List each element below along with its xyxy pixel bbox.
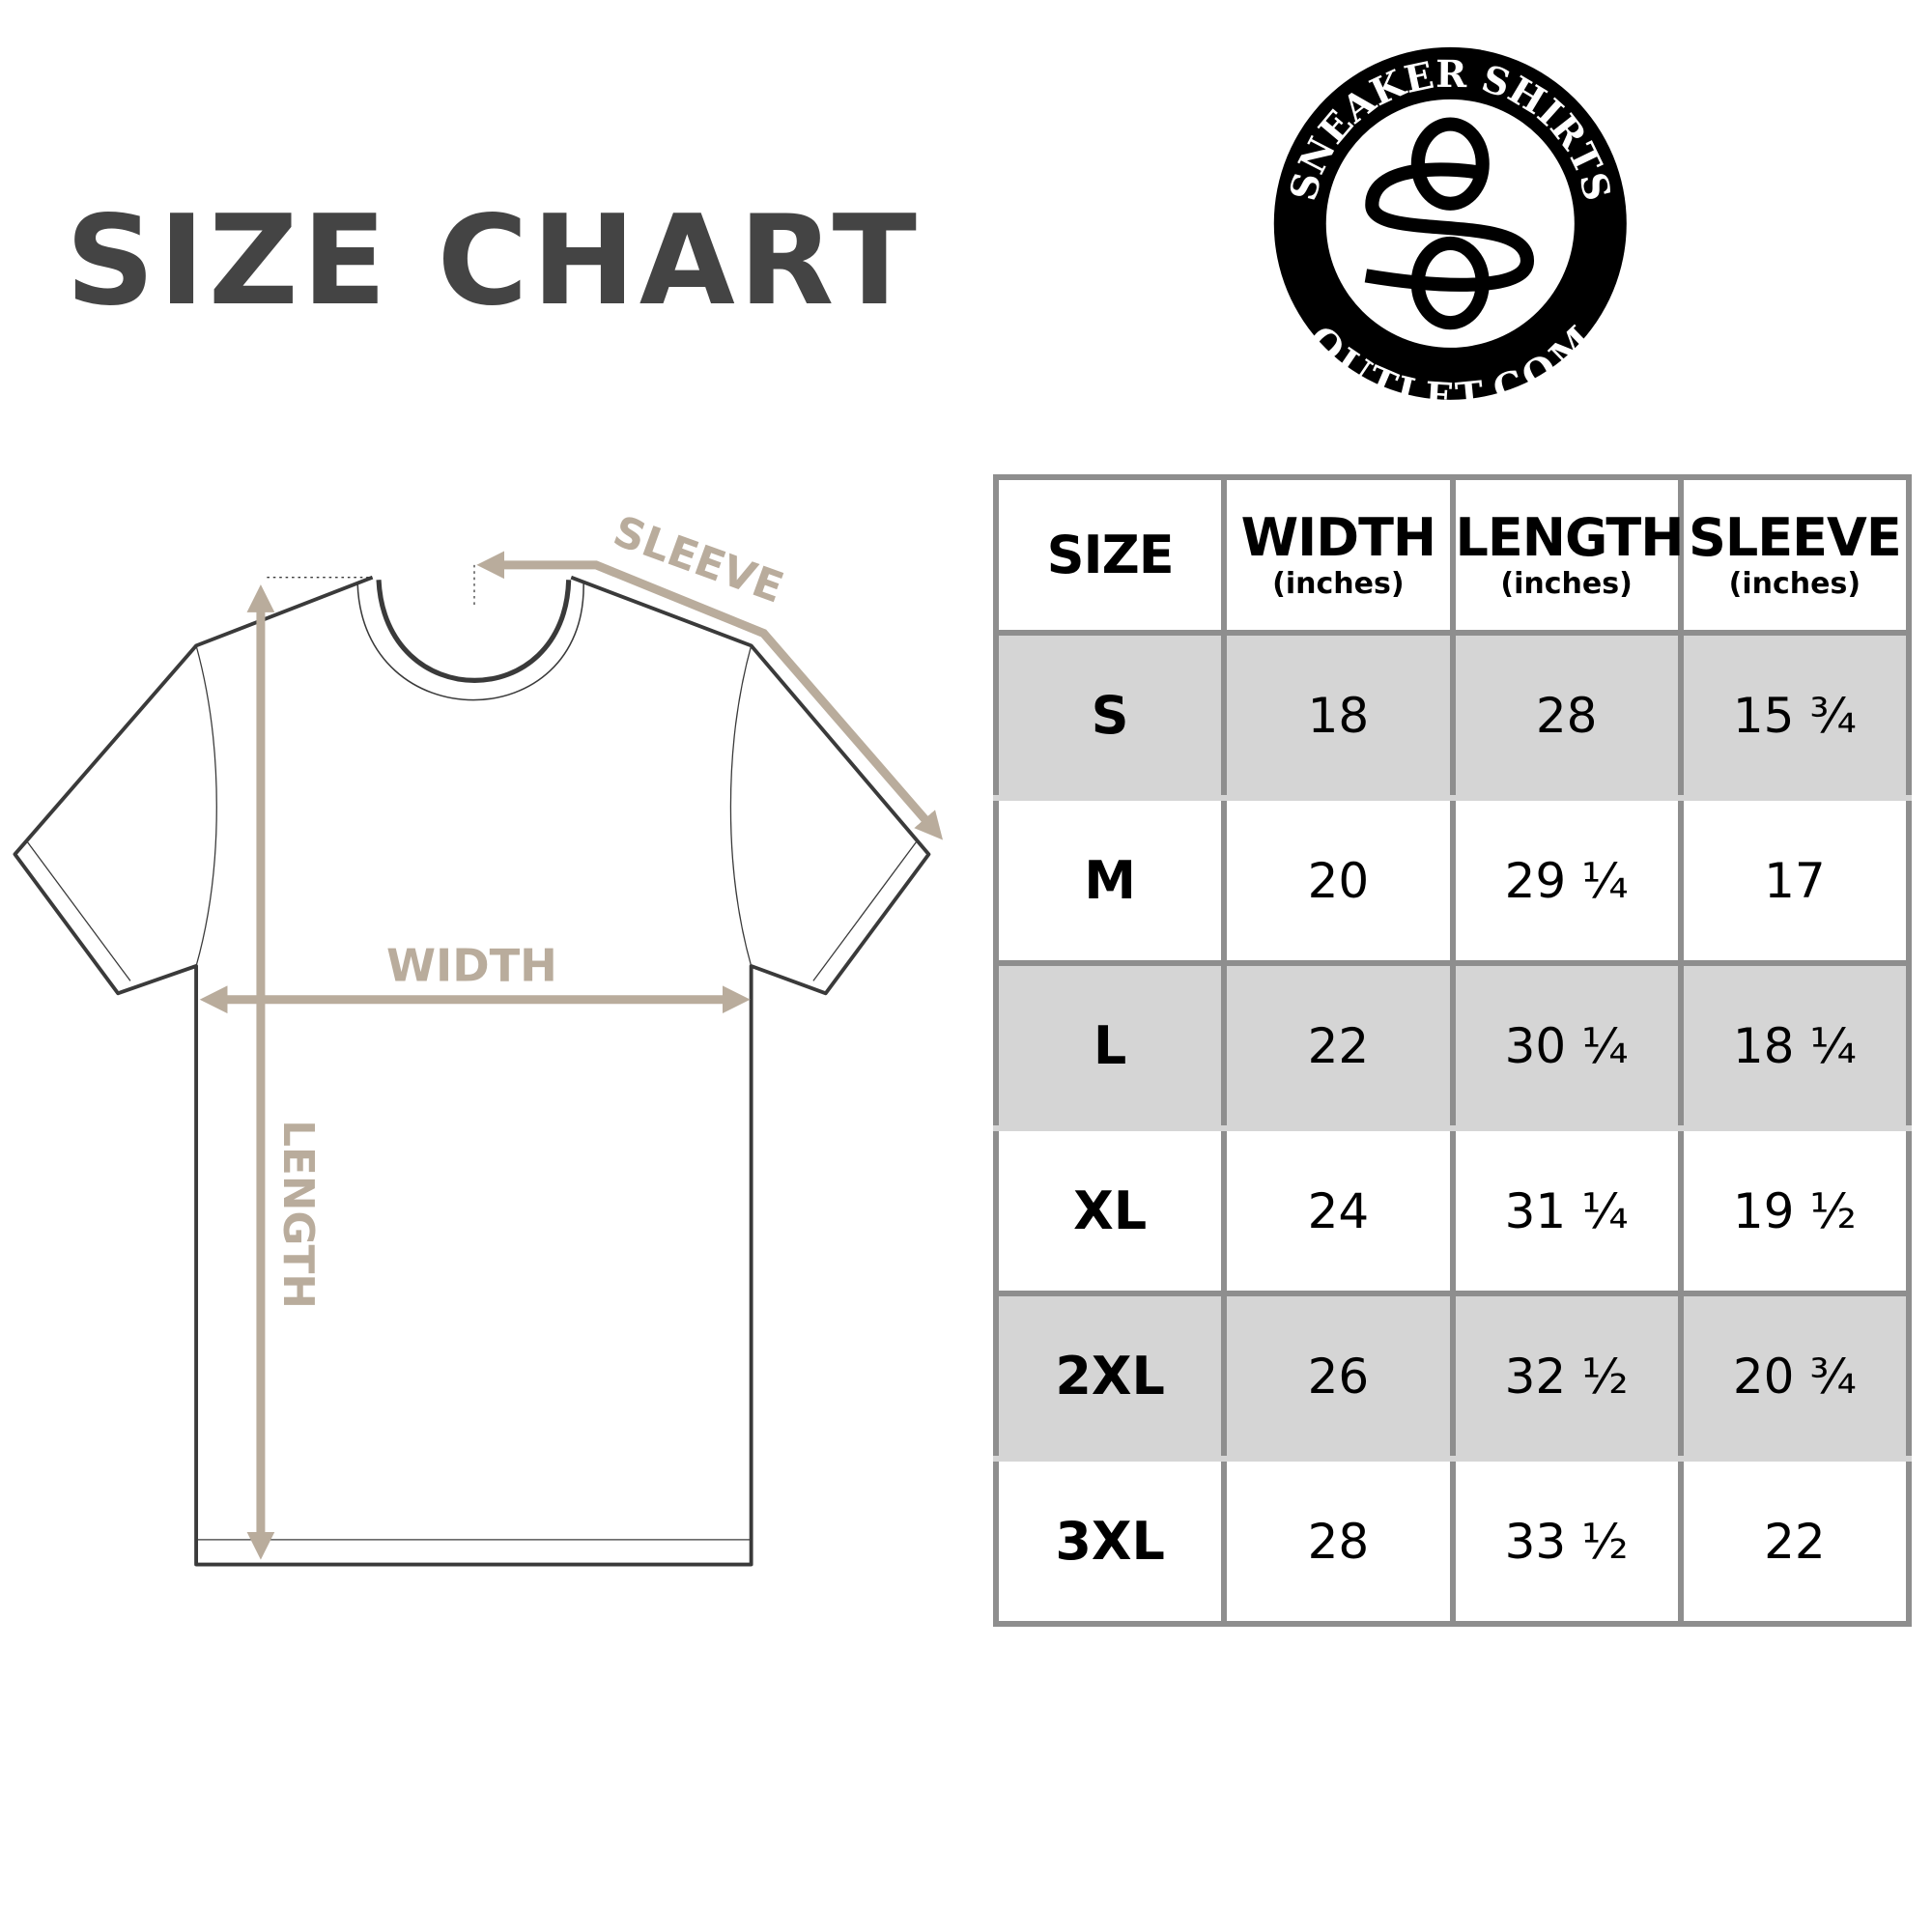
brand-logo: SNEAKER SHIRTS OUTLET.COM [1273,46,1627,419]
sleeve-cell: 19 ½ [1677,1125,1913,1296]
table-row: 3XL 28 33 ½ 22 [992,1456,1913,1627]
size-cell: S [992,630,1228,801]
header-sleeve: SLEEVE (inches) [1677,474,1913,636]
width-cell: 20 [1221,795,1456,966]
size-table: SIZE WIDTH (inches) LENGTH (inches) SLEEVE… [992,474,1913,1627]
width-cell: 28 [1221,1456,1456,1627]
table-row: M 20 29 ¼ 17 [992,795,1913,966]
length-cell: 31 ¼ [1449,1125,1684,1296]
page-title: SIZE CHART [66,189,921,333]
width-cell: 24 [1221,1125,1456,1296]
size-cell: 3XL [992,1456,1228,1627]
sleeve-cell: 18 ¼ [1677,960,1913,1131]
length-label: LENGTH [273,1120,323,1309]
width-label: WIDTH [386,939,557,991]
length-cell: 32 ½ [1449,1291,1684,1462]
header-width: WIDTH (inches) [1221,474,1456,636]
length-cell: 29 ¼ [1449,795,1684,966]
table-row: L 22 30 ¼ 18 ¼ [992,960,1913,1131]
header-size: SIZE [992,474,1228,636]
width-cell: 22 [1221,960,1456,1131]
size-cell: M [992,795,1228,966]
sleeve-cell: 22 [1677,1456,1913,1627]
tshirt-outline [13,564,931,1567]
sleeve-cell: 17 [1677,795,1913,966]
size-cell: XL [992,1125,1228,1296]
sleeve-label: SLEEVE [607,506,789,612]
sleeve-cell: 20 ¾ [1677,1291,1913,1462]
table-row: S 18 28 15 ¾ [992,630,1913,801]
header-length: LENGTH (inches) [1449,474,1684,636]
width-cell: 26 [1221,1291,1456,1462]
table-header-row: SIZE WIDTH (inches) LENGTH (inches) SLEEVE… [992,474,1913,636]
sleeve-arrow [476,551,944,840]
size-cell: L [992,960,1228,1131]
length-cell: 30 ¼ [1449,960,1684,1131]
size-cell: 2XL [992,1291,1228,1462]
table-row: XL 24 31 ¼ 19 ½ [992,1125,1913,1296]
sleeve-cell: 15 ¾ [1677,630,1913,801]
width-cell: 18 [1221,630,1456,801]
length-cell: 33 ½ [1449,1456,1684,1627]
table-row: 2XL 26 32 ½ 20 ¾ [992,1291,1913,1462]
length-cell: 28 [1449,630,1684,801]
